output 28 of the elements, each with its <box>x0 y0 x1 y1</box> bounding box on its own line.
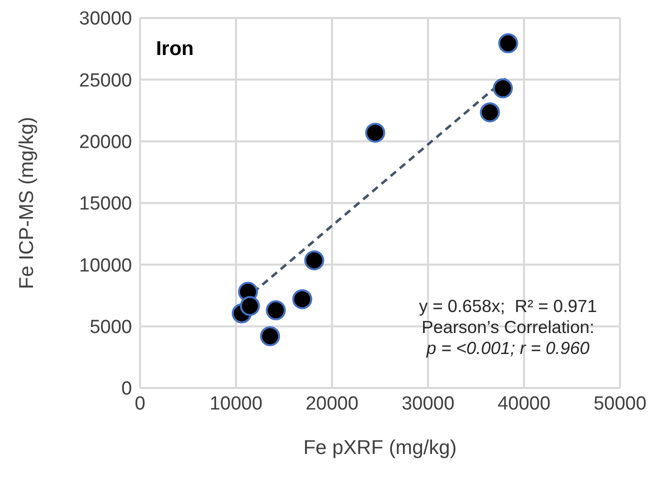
y-tick-label: 15000 <box>79 194 132 215</box>
point <box>292 289 312 310</box>
annotation: Pearson’s Correlation: <box>420 317 596 338</box>
annotation: p = <0.001; r = 0.960 <box>425 338 590 359</box>
x-tick-label: 30000 <box>402 393 454 414</box>
point <box>480 102 500 122</box>
point <box>260 326 280 346</box>
y-tick-label: 10000 <box>79 255 132 276</box>
x-tick-label: 10000 <box>210 393 262 414</box>
x-tick-label: 50000 <box>594 393 646 414</box>
y-tick-label: 30000 <box>79 8 132 30</box>
x-tick-label: 0 <box>134 393 146 414</box>
x-axis-title: Fe pXRF (mg/kg) <box>303 437 457 459</box>
point <box>304 250 324 270</box>
x-tick-label: 20000 <box>306 393 358 414</box>
y-tick-label: 5000 <box>90 317 132 338</box>
point <box>266 300 286 320</box>
x-tick-label: 40000 <box>498 393 550 414</box>
point <box>240 296 260 316</box>
y-axis-title: Fe ICP-MS (mg/kg) <box>16 116 38 290</box>
y-tick-label: 25000 <box>79 70 132 92</box>
y-tick-label: 20000 <box>79 132 132 154</box>
annotation: y = 0.658x; R² = 0.971 <box>418 296 598 317</box>
point <box>498 33 518 54</box>
annotation: Iron <box>156 38 194 61</box>
point <box>365 122 386 143</box>
y-tick-label: 0 <box>121 378 132 400</box>
point <box>492 78 513 98</box>
